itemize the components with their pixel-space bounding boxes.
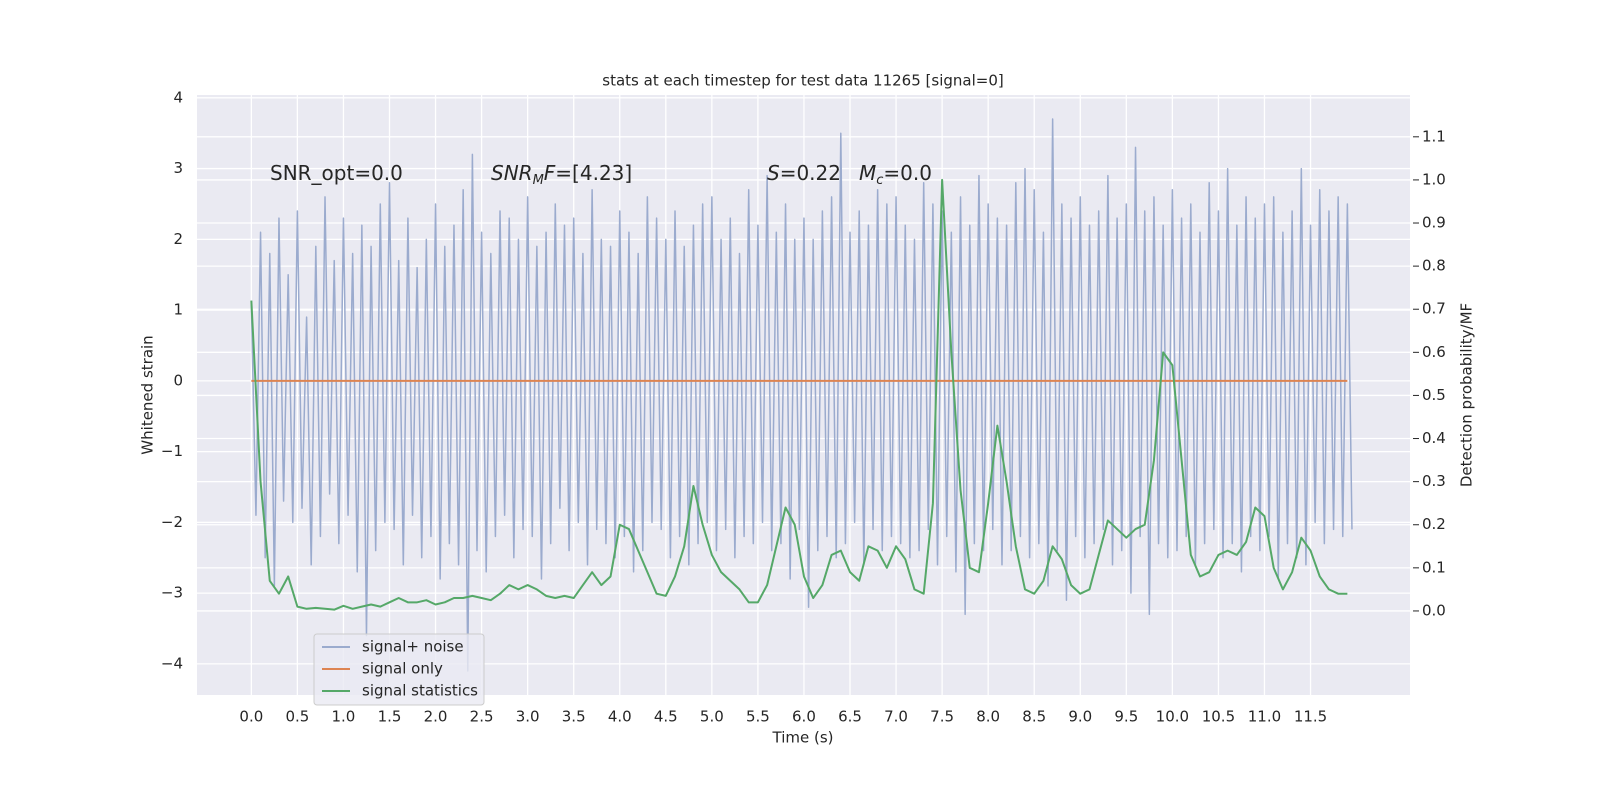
y2-tick-label: 0.0 xyxy=(1422,601,1446,619)
series-line xyxy=(250,178,1348,611)
legend-label: signal statistics xyxy=(362,682,478,700)
x-tick-label: 6.5 xyxy=(838,708,862,726)
marks xyxy=(250,118,1353,672)
x-tick-label: 1.0 xyxy=(332,708,356,726)
x-tick-label: 2.0 xyxy=(424,708,448,726)
x-tick-label: 5.5 xyxy=(746,708,770,726)
y-tick-label: −4 xyxy=(161,654,183,672)
legend: signal+ noise signal only signal statistic… xyxy=(313,633,485,706)
x-tick-label: 6.0 xyxy=(792,708,816,726)
x-tick-label: 9.0 xyxy=(1068,708,1092,726)
y2-axis-label: Detection probability/MF xyxy=(1458,303,1476,487)
x-tick-label: 3.0 xyxy=(516,708,540,726)
annotation-subscript: M xyxy=(533,173,544,188)
x-tick-label: 0.0 xyxy=(239,708,263,726)
x-tick-label: 11.5 xyxy=(1294,708,1327,726)
x-tick-label: 9.5 xyxy=(1114,708,1138,726)
y2-tick-label: 0.6 xyxy=(1422,343,1446,361)
y2-tick-label: 1.1 xyxy=(1422,127,1446,145)
x-tick-label: 5.0 xyxy=(700,708,724,726)
y-tick-label: 3 xyxy=(173,159,183,177)
legend-label: signal+ noise xyxy=(362,638,464,656)
annotation: Mc=0.0 xyxy=(859,161,932,188)
y2-tick-label: 0.9 xyxy=(1422,214,1446,232)
x-tick-label: 4.0 xyxy=(608,708,632,726)
y2-tick-label: 0.2 xyxy=(1422,515,1446,533)
y-tick-label: −3 xyxy=(161,584,183,602)
y2-tick-label: 0.3 xyxy=(1422,472,1446,490)
y2-tick-label: 0.7 xyxy=(1422,300,1446,318)
annotation-text: =[4.23] xyxy=(555,161,632,185)
annotation: SNR_opt=0.0 xyxy=(270,161,403,185)
annotation: S=0.22 xyxy=(767,161,841,185)
y-tick-label: −2 xyxy=(161,513,183,531)
annotation-subscript: c xyxy=(876,173,883,188)
annotation-text: =0.22 xyxy=(780,161,841,185)
x-tick-label: 2.5 xyxy=(470,708,494,726)
y-tick-label: 1 xyxy=(173,301,183,319)
x-tick-label: 10.0 xyxy=(1156,708,1189,726)
annotation-text: =0.0 xyxy=(883,161,932,185)
annotation-text: M xyxy=(859,161,876,185)
legend-box xyxy=(313,633,485,706)
x-tick-label: 11.0 xyxy=(1248,708,1281,726)
annotation-text: SNR_opt=0.0 xyxy=(270,161,403,185)
annotation-text: F xyxy=(544,161,556,185)
annotation-text: S xyxy=(767,161,780,185)
series-line xyxy=(250,118,1353,672)
y-tick-label: 0 xyxy=(173,371,183,389)
legend-label: signal only xyxy=(362,660,443,678)
annotation-text: SNR xyxy=(491,161,533,185)
x-tick-label: 3.5 xyxy=(562,708,586,726)
y2-tick-label: 0.1 xyxy=(1422,558,1446,576)
x-axis-label: Time (s) xyxy=(772,729,834,747)
x-tick-label: 8.5 xyxy=(1022,708,1046,726)
y-tick-label: 4 xyxy=(173,88,183,106)
y2-tick-label: 0.5 xyxy=(1422,386,1446,404)
y-tick-label: −1 xyxy=(161,442,183,460)
x-tick-label: 7.5 xyxy=(930,708,954,726)
x-tick-label: 4.5 xyxy=(654,708,678,726)
x-tick-label: 7.0 xyxy=(884,708,908,726)
y2-tick-label: 0.4 xyxy=(1422,429,1446,447)
x-tick-label: 8.0 xyxy=(976,708,1000,726)
annotation: SNRMF=[4.23] xyxy=(491,161,632,188)
y2-tick-label: 1.0 xyxy=(1422,170,1446,188)
y2-tick-label: 0.8 xyxy=(1422,257,1446,275)
x-tick-label: 0.5 xyxy=(285,708,309,726)
x-tick-label: 10.5 xyxy=(1202,708,1235,726)
x-tick-label: 1.5 xyxy=(378,708,402,726)
y-axis-label: Whitened strain xyxy=(139,335,157,454)
y-tick-label: 2 xyxy=(173,230,183,248)
chart-title: stats at each timestep for test data 112… xyxy=(602,72,1003,90)
